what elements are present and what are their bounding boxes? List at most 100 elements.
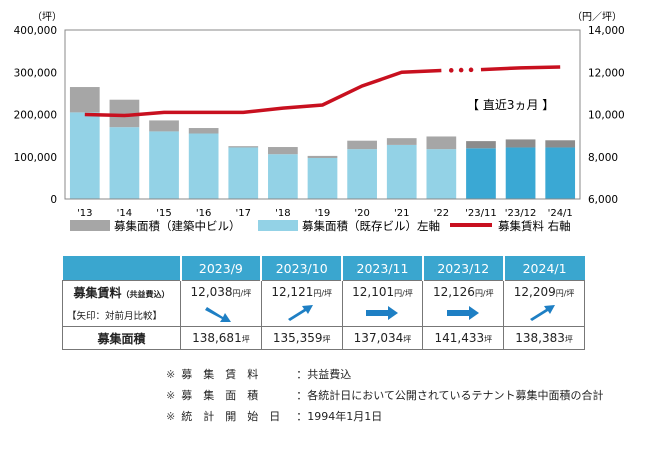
x-tick-label: '15	[156, 208, 171, 219]
bars	[69, 87, 576, 199]
bar-under-construction	[188, 128, 219, 134]
x-tick-label: '14	[117, 208, 132, 219]
bar-existing	[149, 131, 179, 199]
rent-row-label: 募集賃料（共益費込）	[62, 280, 181, 303]
footnote: ※ 統 計 開 始 日：1994年1月1日	[166, 410, 383, 423]
x-tick-label: '24/1	[548, 208, 573, 219]
arrow-shape	[204, 307, 231, 322]
bar-under-construction	[426, 136, 457, 150]
right-tick-label: 8,000	[588, 152, 618, 164]
x-tick-label: '21	[394, 208, 409, 219]
table-header-row: 2023/9 2023/10 2023/11 2023/12 2024/1	[62, 256, 585, 281]
area-row-label: 募集面積	[62, 326, 181, 350]
x-tick-label: '16	[196, 208, 211, 219]
rent-value: 12,126円/坪	[422, 280, 505, 303]
bar-under-construction	[505, 139, 536, 148]
right-axis-unit: （円／坪）	[572, 10, 622, 23]
arrow-note: 【矢印：対前月比較】	[62, 303, 181, 327]
bar-under-construction	[268, 147, 298, 155]
bar-existing	[188, 133, 219, 199]
plot-frame	[64, 29, 581, 200]
left-tick-label: 300,000	[14, 67, 57, 79]
arrow-shape	[530, 305, 556, 321]
x-tick-label: '20	[354, 208, 369, 219]
left-tick-label: 200,000	[14, 110, 57, 122]
bar-under-construction	[545, 140, 576, 148]
area-value: 135,359坪	[260, 326, 343, 350]
legend-construction: 募集面積（建築中ビル）	[114, 219, 241, 233]
x-axis-ticks: '13 '14 '15 '16 '17 '18 '19 '20 '21 '22 '23/11 '23/…	[77, 208, 573, 219]
right-tick-label: 14,000	[588, 25, 625, 37]
x-tick-label: '23/12	[505, 208, 537, 219]
x-tick-label: '23/11	[465, 208, 497, 219]
x-tick-label: '13	[77, 208, 92, 219]
bar-existing	[109, 127, 140, 199]
bar-under-construction	[386, 138, 417, 145]
bar-existing	[69, 112, 100, 199]
bar-existing	[228, 147, 259, 199]
month-header: 2024/1	[502, 256, 585, 281]
legend-rent: 募集賃料 右軸	[498, 219, 571, 233]
x-tick-label: '19	[315, 208, 330, 219]
rent-line-dot	[448, 68, 454, 73]
left-tick-label: 100,000	[14, 152, 57, 164]
table-header-blank	[62, 256, 181, 281]
trend-arrow-icon	[180, 303, 262, 327]
trend-arrow-icon	[422, 303, 505, 327]
footnotes: ※ 募 集 賃 料：共益費込 ※ 募 集 面 積：各統計日において公開されているテナ…	[166, 364, 604, 427]
bar-existing	[268, 154, 298, 199]
rent-line	[84, 65, 561, 118]
legend-existing: 募集面積（既存ビル）左軸	[302, 219, 440, 233]
x-tick-label: '22	[434, 208, 449, 219]
x-tick-label: '17	[236, 208, 251, 219]
bar-existing	[505, 147, 536, 199]
arrow-shape	[447, 306, 480, 320]
bar-existing	[545, 147, 576, 199]
arrow-shape	[287, 305, 313, 321]
right-tick-label: 10,000	[588, 110, 625, 122]
month-header: 2023/11	[341, 256, 423, 281]
x-tick-label: '18	[275, 208, 290, 219]
left-tick-label: 0	[50, 194, 57, 206]
area-row: 募集面積 138,681坪 135,359坪 137,034坪 141,433坪…	[62, 326, 585, 350]
trend-arrow-icon	[260, 303, 343, 327]
rent-area-chart: 0 100,000 200,000 300,000 400,000 6,000 8,000…	[14, 10, 625, 233]
rent-line-dot	[468, 67, 474, 73]
month-header: 2023/10	[260, 256, 343, 281]
right-tick-label: 12,000	[588, 67, 625, 79]
area-value: 137,034坪	[341, 326, 424, 350]
legend-swatch-existing	[258, 220, 298, 231]
left-axis-ticks: 0 100,000 200,000 300,000 400,000	[14, 25, 57, 206]
left-axis-unit: （坪）	[32, 10, 62, 23]
recent-annotation: 【 直近3ヵ月 】	[467, 98, 554, 112]
bar-under-construction	[307, 155, 338, 159]
arrow-row: 【矢印：対前月比較】	[62, 303, 585, 327]
rent-value: 12,121円/坪	[260, 280, 343, 303]
legend-swatch-construction	[70, 220, 110, 231]
trend-arrow-icon	[503, 303, 585, 327]
area-value: 138,681坪	[180, 326, 262, 350]
left-tick-label: 400,000	[14, 25, 57, 37]
right-axis-ticks: 6,000 8,000 10,000 12,000 14,000	[588, 25, 625, 206]
rent-value: 12,101円/坪	[341, 280, 424, 303]
bar-existing	[386, 144, 417, 199]
footnote: ※ 募 集 賃 料：共益費込	[166, 368, 352, 381]
area-value: 138,383坪	[503, 326, 585, 350]
month-header: 2023/12	[421, 256, 504, 281]
rent-value: 12,038円/坪	[180, 280, 262, 303]
bar-under-construction	[149, 120, 179, 132]
monthly-table: 2023/9 2023/10 2023/11 2023/12 2024/1 募集…	[62, 256, 585, 350]
area-value: 141,433坪	[422, 326, 505, 350]
bar-under-construction	[466, 141, 496, 149]
rent-line-segment	[84, 68, 442, 118]
bar-under-construction	[69, 87, 100, 113]
bar-under-construction	[228, 146, 259, 148]
rent-line-segment	[480, 65, 561, 72]
rent-value: 12,209円/坪	[503, 280, 585, 303]
trend-arrow-icon	[341, 303, 424, 327]
bar-existing	[466, 148, 496, 199]
right-tick-label: 6,000	[588, 194, 618, 206]
bar-existing	[347, 149, 377, 199]
arrow-shape	[366, 306, 399, 320]
bar-under-construction	[347, 140, 377, 150]
